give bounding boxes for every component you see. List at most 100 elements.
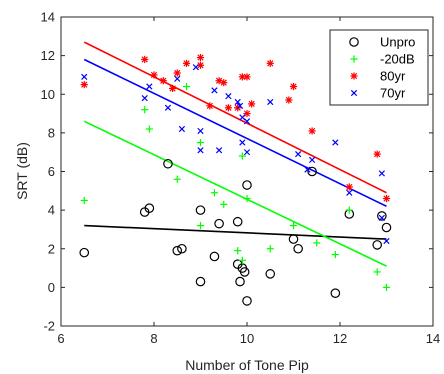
legend-label-80yr: 80yr [380, 69, 406, 84]
data-point-20db [373, 268, 381, 276]
data-point-80yr [224, 104, 232, 112]
y-tick-label: 6 [48, 164, 55, 179]
data-point-80yr [196, 53, 205, 62]
data-point-20db [141, 106, 149, 114]
data-point-80yr [150, 71, 158, 79]
x-tick-label: 10 [240, 331, 254, 346]
data-point-20db [266, 245, 274, 253]
data-point-unpro [307, 166, 317, 177]
data-point-unpro [163, 158, 173, 169]
data-point-80yr [285, 96, 293, 104]
data-point-80yr [248, 100, 256, 108]
data-point-70yr [239, 139, 246, 146]
data-point-unpro [195, 205, 206, 215]
data-point-70yr [267, 98, 274, 106]
data-point-70yr [141, 94, 148, 102]
data-point-80yr [206, 102, 214, 110]
data-point-20db [238, 256, 246, 264]
data-point-unpro [195, 276, 206, 287]
y-tick-label: -2 [43, 319, 55, 334]
x-tick-label: 12 [333, 331, 347, 346]
data-point-80yr [182, 59, 191, 67]
data-point-80yr [159, 77, 167, 85]
data-point-20db [382, 283, 391, 291]
data-point-70yr [383, 237, 390, 245]
data-point-unpro [235, 276, 245, 287]
data-point-unpro [288, 234, 299, 244]
data-point-70yr [197, 127, 204, 135]
data-point-20db [173, 175, 181, 183]
data-point-80yr [169, 84, 177, 93]
data-point-70yr [146, 83, 153, 90]
data-point-70yr [197, 147, 204, 154]
data-point-70yr [346, 189, 353, 196]
data-point-70yr [236, 102, 244, 109]
data-point-70yr [378, 170, 385, 177]
x-tick-label: 6 [57, 331, 64, 346]
data-point-20db [182, 82, 191, 91]
y-tick-label: 10 [41, 87, 55, 102]
data-point-70yr [243, 118, 251, 125]
data-point-70yr [215, 147, 223, 154]
legend-box [329, 29, 429, 106]
legend-label-70yr: 70yr [380, 86, 406, 101]
data-point-unpro [172, 245, 183, 256]
data-point-70yr [243, 149, 251, 156]
x-axis-ticks: 6 8 10 12 14 [57, 17, 440, 346]
data-point-unpro [214, 218, 224, 229]
data-point-70yr [234, 98, 241, 106]
data-point-20db [313, 239, 321, 247]
y-tick-label: 0 [48, 280, 55, 295]
data-point-70yr [332, 139, 339, 146]
data-point-unpro [381, 222, 392, 233]
data-point-80yr [173, 69, 181, 77]
x-tick-label: 14 [426, 331, 440, 346]
data-point-70yr [81, 73, 88, 80]
y-tick-label: 4 [48, 203, 55, 218]
data-point-20db [289, 221, 298, 230]
legend-label-unpro: Unpro [380, 35, 415, 50]
legend-label-20db: -20dB [380, 52, 415, 67]
y-tick-label: 2 [48, 241, 55, 256]
data-point-unpro [293, 243, 303, 254]
data-point-80yr [345, 183, 353, 191]
legend-marker-20db [350, 55, 358, 63]
data-points [79, 53, 392, 306]
data-point-70yr [211, 87, 218, 94]
legend: Unpro -20dB 80yr 70yr [329, 29, 429, 106]
data-point-20db [331, 250, 339, 259]
data-point-unpro [242, 296, 252, 306]
data-point-80yr [289, 82, 298, 91]
data-point-unpro [239, 267, 250, 277]
data-point-70yr [192, 64, 199, 71]
data-point-20db [234, 247, 242, 255]
fit-lines [83, 41, 387, 267]
data-point-unpro [144, 203, 155, 213]
data-point-20db [345, 206, 353, 214]
data-point-70yr [178, 125, 186, 133]
data-point-70yr [164, 104, 172, 111]
legend-marker-70yr [350, 89, 358, 97]
x-tick-label: 8 [150, 331, 157, 346]
y-axis-label: SRT (dB) [14, 142, 30, 200]
data-point-80yr [238, 73, 246, 81]
data-point-80yr [373, 150, 381, 158]
data-point-70yr [304, 166, 311, 173]
data-point-80yr [308, 127, 316, 135]
data-point-70yr [174, 75, 181, 82]
data-point-80yr [243, 73, 251, 81]
fit-line-80yr [83, 41, 387, 194]
data-point-80yr [80, 80, 88, 89]
data-point-80yr [382, 194, 391, 203]
data-point-unpro [79, 247, 90, 258]
data-point-70yr [295, 150, 302, 158]
fit-line-70yr [83, 58, 387, 207]
data-point-20db [196, 221, 205, 230]
data-point-unpro [242, 180, 252, 190]
data-point-80yr [266, 59, 274, 67]
data-point-unpro [209, 251, 220, 262]
data-point-70yr [308, 156, 316, 164]
data-point-unpro [232, 216, 243, 227]
fit-line-unpro [84, 224, 387, 240]
